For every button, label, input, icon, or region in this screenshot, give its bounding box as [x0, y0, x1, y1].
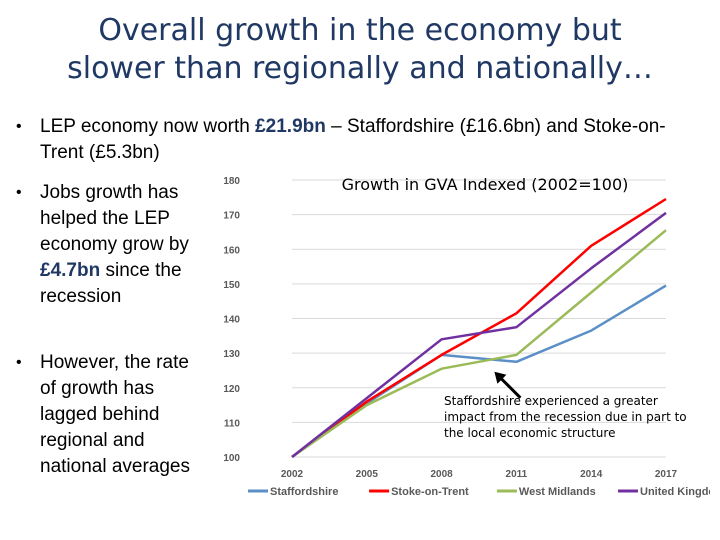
- chart-annotation: Staffordshire experienced a greater impa…: [444, 394, 687, 440]
- bullet-text: – Staffordshire (£16.6bn) and Stoke-on-T…: [40, 116, 666, 163]
- slide-title: Overall growth in the economy but slower…: [0, 12, 720, 88]
- x-tick-label: 2011: [506, 469, 528, 480]
- x-tick-label: 2017: [655, 469, 678, 480]
- bullet-marker: •: [16, 184, 22, 201]
- bullet-text: since the recession: [40, 260, 182, 307]
- bullet-jobs-growth: • Jobs growth has helped the LEP economy…: [16, 180, 210, 310]
- x-tick-label: 2008: [430, 469, 453, 480]
- annotation-arrow-head: [494, 371, 507, 384]
- bullet-lep-economy: • LEP economy now worth £21.9bn – Staffo…: [16, 114, 700, 166]
- y-tick-label: 180: [223, 176, 240, 187]
- y-tick-label: 150: [223, 280, 240, 291]
- legend-label: Staffordshire: [270, 486, 338, 498]
- bullet-text: However, the rate of growth has lagged b…: [40, 352, 190, 477]
- y-tick-label: 130: [223, 349, 240, 360]
- bullet-highlight: £4.7bn: [40, 260, 101, 281]
- x-tick-label: 2002: [281, 469, 304, 480]
- y-tick-label: 120: [223, 384, 240, 395]
- bullet-text: LEP economy now worth: [40, 116, 256, 137]
- series-line: [291, 229, 667, 459]
- bullet-text: Jobs growth has helped the LEP economy g…: [40, 182, 189, 255]
- bullet-highlight: £21.9bn: [255, 116, 326, 137]
- title-line-2: slower than regionally and nationally…: [67, 51, 653, 86]
- chart-title: Growth in GVA Indexed (2002=100): [341, 175, 629, 194]
- y-tick-label: 140: [223, 315, 240, 326]
- y-tick-label: 160: [223, 245, 240, 256]
- gva-line-chart: 100 110 120 130 140 150 160 170 180 2002 2005 2008 2…: [223, 176, 710, 498]
- y-tick-label: 110: [224, 418, 241, 429]
- x-tick-label: 2014: [580, 469, 603, 480]
- bullet-lagged-growth: • However, the rate of growth has lagged…: [16, 350, 200, 480]
- series-line: [291, 211, 667, 458]
- legend-label: United Kingdom: [640, 486, 710, 498]
- y-tick-label: 100: [223, 453, 240, 464]
- legend-label: Stoke-on-Trent: [391, 486, 469, 498]
- legend-label: West Midlands: [519, 486, 596, 498]
- bullet-marker: •: [16, 354, 22, 371]
- title-line-1: Overall growth in the economy but: [98, 13, 622, 48]
- y-tick-label: 170: [223, 211, 240, 222]
- annotation-arrow-shaft: [498, 375, 522, 399]
- bullet-marker: •: [16, 118, 22, 135]
- x-tick-label: 2005: [356, 469, 379, 480]
